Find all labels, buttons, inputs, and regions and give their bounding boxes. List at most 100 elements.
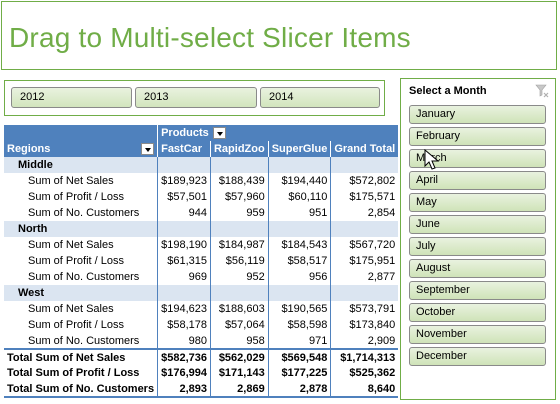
table-row: Sum of Profit / Loss $57,501 $57,960 $60…	[4, 189, 399, 205]
col-header-grand-total: Grand Total	[330, 141, 399, 157]
month-slicer-item-december[interactable]: December	[409, 347, 546, 366]
total-row: Total Sum of Profit / Loss $176,994 $171…	[4, 365, 399, 381]
col-header-fastcar: FastCar	[157, 141, 211, 157]
cell: $573,791	[330, 301, 399, 317]
cell: $60,110	[267, 189, 331, 205]
row-label: Sum of Net Sales	[28, 303, 114, 315]
group-label: North	[4, 221, 158, 237]
products-filter-dropdown-icon[interactable]	[212, 127, 226, 140]
cell: $58,517	[267, 253, 331, 269]
title-shape: Drag to Multi-select Slicer Items	[1, 1, 557, 70]
pivot-table: Products Regions FastCar RapidZoo SuperG…	[4, 125, 399, 398]
cell: $173,840	[330, 317, 399, 333]
month-slicer-item-january[interactable]: January	[409, 105, 546, 124]
cell: 2,878	[267, 381, 331, 398]
cell: $562,029	[209, 348, 269, 365]
cell: $190,565	[267, 301, 331, 317]
products-label: Products	[161, 126, 209, 139]
table-row: Sum of No. Customers 980 958 971 2,909	[4, 333, 399, 349]
cell: $177,225	[267, 365, 331, 381]
cell: 2,877	[330, 269, 399, 285]
cell: $569,548	[267, 348, 331, 365]
cell: $57,064	[209, 317, 269, 333]
year-slicer-item-2013[interactable]: 2013	[135, 87, 257, 108]
year-slicer-item-2014[interactable]: 2014	[260, 87, 380, 108]
cell: $57,501	[157, 189, 211, 205]
cell: $58,178	[157, 317, 211, 333]
clear-filter-icon[interactable]	[535, 84, 549, 98]
cell: $175,951	[330, 253, 399, 269]
cell: 969	[157, 269, 211, 285]
cell: $525,362	[330, 365, 399, 381]
table-row: Sum of No. Customers 944 959 951 2,854	[4, 205, 399, 221]
month-slicer-item-may[interactable]: May	[409, 193, 546, 212]
cell: $57,960	[209, 189, 269, 205]
group-row-north: North	[4, 221, 399, 237]
month-slicer-item-september[interactable]: September	[409, 281, 546, 300]
cell: $189,923	[157, 173, 211, 189]
month-slicer-item-july[interactable]: July	[409, 237, 546, 256]
products-field-header: Products	[157, 125, 399, 141]
cell: $61,315	[157, 253, 211, 269]
month-slicer-item-june[interactable]: June	[409, 215, 546, 234]
cell: $176,994	[157, 365, 211, 381]
table-row: Sum of Net Sales $198,190 $184,987 $184,…	[4, 237, 399, 253]
group-row-west: West	[4, 285, 399, 301]
cell: 951	[267, 205, 331, 221]
regions-field-header: Regions	[4, 141, 158, 157]
cell: $175,571	[330, 189, 399, 205]
cell: 980	[157, 333, 211, 349]
col-header-superglue: SuperGlue	[267, 141, 331, 157]
month-slicer-item-february[interactable]: February	[409, 127, 546, 146]
cell: $171,143	[209, 365, 269, 381]
row-label: Sum of No. Customers	[28, 271, 140, 283]
total-label: Total Sum of Net Sales	[4, 348, 158, 365]
cell: 2,869	[209, 381, 269, 398]
table-row: Sum of Profit / Loss $58,178 $57,064 $58…	[4, 317, 399, 333]
cell: $194,623	[157, 301, 211, 317]
cell: $184,987	[209, 237, 269, 253]
page-title: Drag to Multi-select Slicer Items	[9, 22, 411, 53]
cell: 944	[157, 205, 211, 221]
month-slicer-item-october[interactable]: October	[409, 303, 546, 322]
cell: 959	[209, 205, 269, 221]
group-row-middle: Middle	[4, 157, 399, 173]
row-label: Sum of Profit / Loss	[28, 255, 124, 267]
group-label: Middle	[4, 157, 158, 173]
total-label: Total Sum of Profit / Loss	[7, 367, 140, 379]
table-row: Sum of No. Customers 969 952 956 2,877	[4, 269, 399, 285]
month-slicer-header: Select a Month	[409, 85, 487, 97]
cell: $572,802	[330, 173, 399, 189]
cell: 952	[209, 269, 269, 285]
month-slicer-item-april[interactable]: April	[409, 171, 546, 190]
table-row: Sum of Profit / Loss $61,315 $56,119 $58…	[4, 253, 399, 269]
cell: $1,714,313	[330, 348, 399, 365]
row-label: Sum of No. Customers	[28, 207, 140, 219]
month-slicer: Select a Month January February March Ap…	[400, 78, 556, 400]
table-row: Sum of Net Sales $194,623 $188,603 $190,…	[4, 301, 399, 317]
total-row: Total Sum of Net Sales $582,736 $562,029…	[4, 348, 399, 365]
cell: 971	[267, 333, 331, 349]
cell: 958	[209, 333, 269, 349]
cell: $56,119	[209, 253, 269, 269]
cell: $194,440	[267, 173, 331, 189]
group-label: West	[4, 285, 158, 301]
row-label: Sum of Net Sales	[28, 239, 114, 251]
cell: $188,439	[209, 173, 269, 189]
cell: 2,893	[157, 381, 211, 398]
cell: 956	[267, 269, 331, 285]
pivot-header-row-1: Products	[4, 125, 399, 141]
year-slicer: 2012 2013 2014	[4, 80, 385, 116]
total-row: Total Sum of No. Customers 2,893 2,869 2…	[4, 381, 399, 398]
regions-filter-dropdown-icon[interactable]	[141, 143, 155, 155]
month-slicer-item-august[interactable]: August	[409, 259, 546, 278]
mouse-pointer-icon	[424, 149, 440, 170]
year-slicer-item-2012[interactable]: 2012	[11, 87, 132, 108]
month-slicer-item-november[interactable]: November	[409, 325, 546, 344]
row-label: Sum of Profit / Loss	[28, 191, 124, 203]
pivot-header-row-2: Regions FastCar RapidZoo SuperGlue Grand…	[4, 141, 399, 157]
cell: 2,854	[330, 205, 399, 221]
pivot-header-empty	[4, 125, 158, 141]
cell: $567,720	[330, 237, 399, 253]
row-label: Sum of No. Customers	[28, 334, 140, 347]
